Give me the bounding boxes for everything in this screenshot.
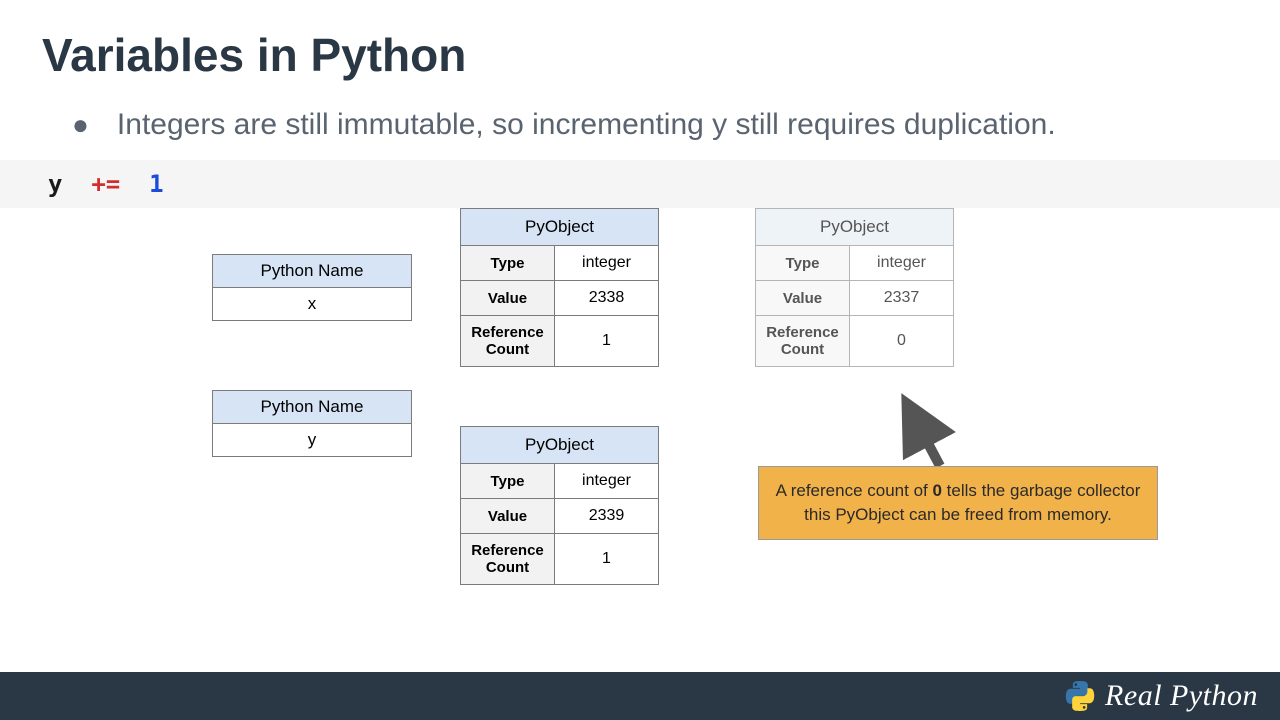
- code-operator: +=: [91, 170, 120, 198]
- slide-title: Variables in Python: [0, 0, 1280, 92]
- pyobject-2337: PyObject Type integer Value 2337 Referen…: [755, 208, 954, 367]
- pyobj-label-refcount: Reference Count: [461, 316, 555, 367]
- pyobj-value: 2338: [555, 281, 659, 316]
- arrow-callout-to-refcount: [896, 392, 950, 476]
- pyobject-2339: PyObject Type integer Value 2339 Referen…: [460, 426, 659, 585]
- arrow-x-to-pyobject: [408, 298, 464, 328]
- bullet-dot: ●: [72, 111, 89, 139]
- bullet-row: ● Integers are still immutable, so incre…: [0, 92, 1280, 160]
- callout-bold: 0: [932, 481, 941, 500]
- footer: Real Python: [0, 672, 1280, 720]
- pyobj-label-type: Type: [461, 246, 555, 281]
- pyobject-header: PyObject: [461, 209, 659, 246]
- pyobj-label-value: Value: [756, 281, 850, 316]
- pyobj-type: integer: [555, 246, 659, 281]
- name-header: Python Name: [213, 255, 411, 288]
- pyobj-value: 2337: [850, 281, 954, 316]
- python-logo-icon: [1065, 681, 1095, 711]
- pyobj-refcount: 1: [555, 316, 659, 367]
- gc-callout: A reference count of 0 tells the garbage…: [758, 466, 1158, 540]
- pyobject-header: PyObject: [461, 427, 659, 464]
- pyobj-type: integer: [850, 246, 954, 281]
- python-name-box-y: Python Name y: [212, 390, 412, 457]
- diagram-area: Python Name x Python Name y PyObject Typ…: [0, 208, 1280, 628]
- pyobj-refcount: 1: [555, 534, 659, 585]
- pyobj-value: 2339: [555, 499, 659, 534]
- pyobj-label-refcount: Reference Count: [461, 534, 555, 585]
- pyobj-label-refcount: Reference Count: [756, 316, 850, 367]
- pyobj-label-type: Type: [756, 246, 850, 281]
- name-value: x: [213, 288, 411, 320]
- name-header: Python Name: [213, 391, 411, 424]
- python-name-box-x: Python Name x: [212, 254, 412, 321]
- name-value: y: [213, 424, 411, 456]
- code-number: 1: [149, 170, 163, 198]
- pyobject-2338: PyObject Type integer Value 2338 Referen…: [460, 208, 659, 367]
- pyobj-label-type: Type: [461, 464, 555, 499]
- arrow-y-to-pyobject: [408, 434, 464, 546]
- code-variable: y: [48, 170, 62, 198]
- footer-brand: Real Python: [1105, 679, 1258, 713]
- pyobj-type: integer: [555, 464, 659, 499]
- code-block: y += 1: [0, 160, 1280, 208]
- pyobj-label-value: Value: [461, 281, 555, 316]
- pyobject-header: PyObject: [756, 209, 954, 246]
- pyobj-refcount: 0: [850, 316, 954, 367]
- callout-text-pre: A reference count of: [776, 481, 933, 500]
- bullet-text: Integers are still immutable, so increme…: [117, 108, 1056, 142]
- pyobj-label-value: Value: [461, 499, 555, 534]
